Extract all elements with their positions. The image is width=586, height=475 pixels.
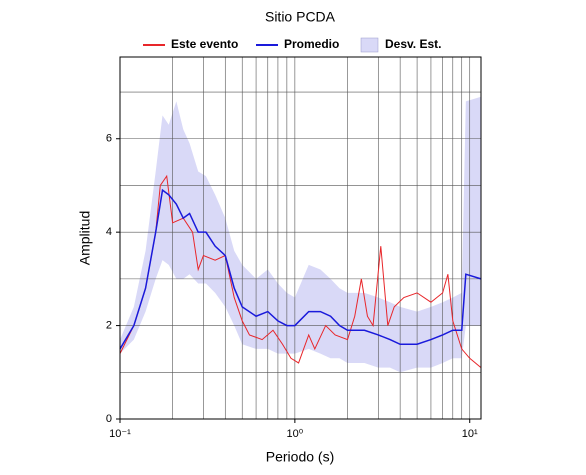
x-tick-label: 10⁻¹ [109,428,131,440]
y-tick-label: 6 [106,133,112,145]
legend-label: Desv. Est. [385,37,441,51]
legend-swatch [360,37,379,53]
std-band [120,96,481,373]
chart-title: Sitio PCDA [265,9,336,25]
y-axis-label: Amplitud [77,211,93,265]
x-tick-label: 10¹ [462,428,478,440]
y-tick-label: 0 [106,413,112,425]
plot-frame [119,56,482,420]
legend-label: Este evento [171,37,238,51]
x-axis-label: Periodo (s) [266,449,334,465]
y-tick-label: 4 [106,226,112,238]
series-line [119,188,482,350]
legend-label: Promedio [284,37,339,51]
y-tick-label: 2 [106,319,112,331]
series-line [119,174,482,369]
x-tick-label: 10⁰ [287,428,304,440]
